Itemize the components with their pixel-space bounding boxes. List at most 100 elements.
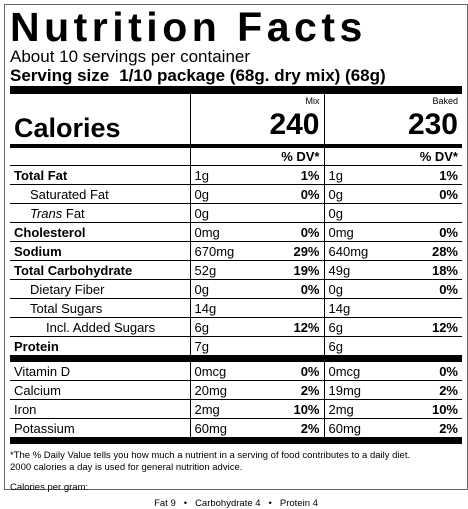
amount: 0g <box>189 203 324 223</box>
nutrient-table: Mix Baked Calories 240 230% DV*% DV* Total Fa… <box>10 94 462 444</box>
calories-value: 230 <box>323 106 462 148</box>
vitamin-label: Vitamin D <box>10 358 190 381</box>
percent-dv: 12% <box>412 317 462 337</box>
amount: 0mg <box>189 222 278 242</box>
nutrient-label-text: Total Fat <box>14 167 68 183</box>
column-header: Mix <box>189 94 324 106</box>
nutrient-label-text: Fat <box>65 205 85 221</box>
nutrient-label-text: Total Sugars <box>30 300 103 316</box>
amount: 20mg <box>189 380 278 400</box>
amount: 640mg <box>323 241 412 261</box>
footnote-line: 2000 calories a day is used for general … <box>10 462 243 473</box>
vitamin-row: Potassium 60mg 2% 60mg 2% <box>10 418 462 444</box>
vitamin-row: Iron 2mg 10% 2mg 10% <box>10 399 462 419</box>
amount: 0mcg <box>189 358 278 381</box>
percent-dv: 2% <box>412 380 462 400</box>
nutrient-row: Incl. Added Sugars 6g 12% 6g 12% <box>10 317 462 337</box>
percent-dv: 0% <box>278 184 324 204</box>
nutrient-label-text: Incl. Added Sugars <box>46 319 156 335</box>
nutrient-row: Trans Fat 0g 0g <box>10 203 462 223</box>
footnote: *The % Daily Value tells you how much a … <box>10 450 462 474</box>
nutrient-label: Saturated Fat <box>10 184 190 204</box>
percent-dv: 0% <box>412 222 462 242</box>
percent-dv: 10% <box>412 399 462 419</box>
nutrient-label: Protein <box>10 336 190 362</box>
dv-header: % DV* <box>323 146 462 166</box>
amount: 2mg <box>189 399 278 419</box>
amount: 0g <box>189 279 278 299</box>
amount: 2mg <box>323 399 412 419</box>
percent-dv: 0% <box>278 358 324 381</box>
column-header-row: Mix Baked <box>10 94 462 106</box>
amount: 60mg <box>189 418 278 444</box>
dv-header-row: % DV*% DV* <box>10 146 462 166</box>
nutrient-row: Total Fat 1g 1% 1g 1% <box>10 165 462 185</box>
percent-dv: 0% <box>412 184 462 204</box>
vitamin-label: Iron <box>10 399 190 419</box>
nutrient-label-text: Dietary Fiber <box>30 281 105 297</box>
nutrient-label: Trans Fat <box>10 203 190 223</box>
amount: 6g <box>189 317 278 337</box>
percent-dv: 28% <box>412 241 462 261</box>
percent-dv: 2% <box>278 380 324 400</box>
amount: 0mg <box>323 222 412 242</box>
percent-dv: 29% <box>278 241 324 261</box>
calories-row: Calories 240 230 <box>10 106 462 148</box>
dv-header: % DV* <box>189 146 324 166</box>
amount: 0g <box>323 203 462 223</box>
amount: 6g <box>323 336 462 362</box>
amount: 14g <box>323 298 462 318</box>
amount: 1g <box>323 165 412 185</box>
percent-dv: 2% <box>412 418 462 444</box>
nutrient-label: Dietary Fiber <box>10 279 190 299</box>
nutrient-label: Total Sugars <box>10 298 190 318</box>
divider <box>10 86 462 94</box>
vitamin-label: Calcium <box>10 380 190 400</box>
nutrient-label-text: Protein <box>14 338 59 354</box>
amount: 52g <box>189 260 278 280</box>
calories-value: 240 <box>189 106 324 148</box>
calories-per-gram: Calories per gram: <box>10 482 89 493</box>
percent-dv: 1% <box>412 165 462 185</box>
percent-dv: 2% <box>278 418 324 444</box>
amount: 7g <box>189 336 324 362</box>
calories-label: Calories <box>10 106 190 148</box>
percent-dv: 19% <box>278 260 324 280</box>
nutrient-label: Cholesterol <box>10 222 190 242</box>
nutrient-label-text: Sodium <box>14 243 62 259</box>
amount: 1g <box>189 165 278 185</box>
amount: 14g <box>189 298 324 318</box>
nutrient-row: Saturated Fat 0g 0% 0g 0% <box>10 184 462 204</box>
nutrient-row: Protein 7g 6g <box>10 336 462 362</box>
percent-dv: 0% <box>412 279 462 299</box>
servings: About 10 servings per container <box>10 47 251 66</box>
nutrient-label: Incl. Added Sugars <box>10 317 190 337</box>
percent-dv: 0% <box>278 222 324 242</box>
amount: 60mg <box>323 418 412 444</box>
cell <box>10 94 190 106</box>
serving-size-label: Serving size <box>10 66 110 85</box>
serving-size-value: 1/10 package (68g. dry mix) (68g) <box>119 66 386 85</box>
amount: 0g <box>323 279 412 299</box>
amount: 49g <box>323 260 412 280</box>
nutrient-label-italic: Trans <box>30 205 63 221</box>
percent-dv: 10% <box>278 399 324 419</box>
nutrient-row: Total Carbohydrate 52g 19% 49g 18% <box>10 260 462 280</box>
percent-dv: 1% <box>278 165 324 185</box>
percent-dv: 18% <box>412 260 462 280</box>
nutrient-label: Sodium <box>10 241 190 261</box>
nutrient-label: Total Carbohydrate <box>10 260 190 280</box>
nutrient-row: Dietary Fiber 0g 0% 0g 0% <box>10 279 462 299</box>
percent-dv: 0% <box>278 279 324 299</box>
nutrition-label: Nutrition Facts About 10 servings per co… <box>4 4 468 509</box>
cell <box>10 146 190 166</box>
serving-size: Serving size 1/10 package (68g. dry mix) … <box>10 66 462 86</box>
amount: 0mcg <box>323 358 412 381</box>
nutrient-row: Sodium 670mg 29% 640mg 28% <box>10 241 462 261</box>
nutrient-label: Total Fat <box>10 165 190 185</box>
amount: 6g <box>323 317 412 337</box>
nutrient-label-text: Total Carbohydrate <box>14 262 133 278</box>
vitamin-row: Calcium 20mg 2% 19mg 2% <box>10 380 462 400</box>
footnote-line: *The % Daily Value tells you how much a … <box>10 450 411 461</box>
